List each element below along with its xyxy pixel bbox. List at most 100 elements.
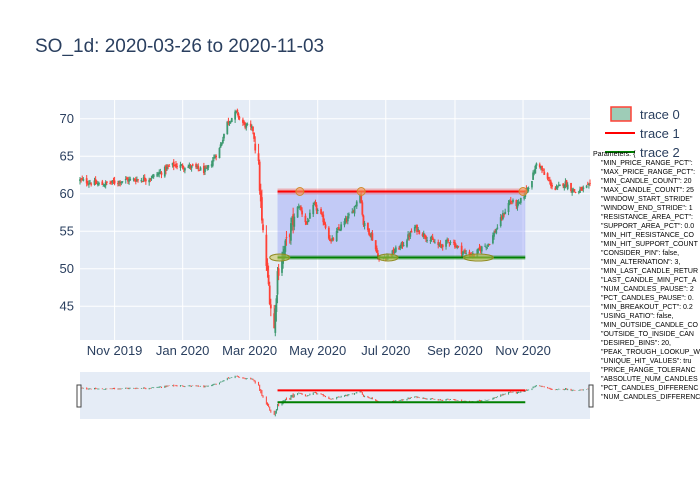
- candle-body: [276, 271, 279, 295]
- candle-body: [94, 179, 97, 184]
- candle-body: [534, 165, 537, 174]
- candle-body: [101, 181, 104, 186]
- candle-body: [439, 243, 442, 245]
- parameter-line: "WINDOW_END_STRIDE": 1: [601, 205, 693, 212]
- candle-body: [254, 143, 257, 151]
- candle-body: [554, 187, 557, 191]
- candle-body: [516, 201, 519, 208]
- candle-body: [214, 156, 216, 159]
- candle-body: [250, 126, 253, 129]
- candle-body: [267, 274, 270, 285]
- candle-body: [368, 228, 370, 235]
- candle-body: [400, 242, 403, 246]
- candle-body: [493, 232, 495, 237]
- plot-area[interactable]: [80, 100, 590, 340]
- candle-body: [79, 179, 81, 181]
- candle-body: [391, 250, 394, 257]
- candle-body: [314, 202, 317, 205]
- candle-body: [165, 165, 167, 171]
- candle-body: [265, 234, 268, 266]
- candle-body: [158, 172, 161, 175]
- candle-body: [105, 181, 108, 183]
- candle-body: [418, 230, 421, 234]
- candle-body: [401, 242, 404, 247]
- candle-body: [268, 285, 271, 305]
- candle-body: [589, 182, 591, 184]
- candle-body: [144, 179, 147, 182]
- candle-body: [120, 182, 123, 183]
- parameter-line: "CONSIDER_PIN": false,: [601, 250, 679, 257]
- candle-body: [172, 161, 175, 167]
- candle-body: [133, 179, 136, 181]
- range-slider-left-handle[interactable]: [76, 384, 82, 408]
- y-tick-label: 45: [60, 298, 74, 313]
- candle-body: [556, 186, 559, 189]
- candle-body: [507, 202, 510, 212]
- candle-body: [171, 162, 174, 166]
- candle-body: [137, 179, 139, 181]
- resistance-hit-marker: [518, 187, 528, 196]
- candle-body: [461, 252, 464, 256]
- candle-body: [206, 167, 209, 169]
- candle-body: [312, 204, 315, 215]
- candle-body: [307, 220, 310, 222]
- candle-body: [142, 177, 145, 181]
- candle-body: [430, 237, 433, 239]
- legend-item-trace-2[interactable]: trace 2: [605, 145, 680, 160]
- y-tick-label: 50: [60, 261, 74, 276]
- resistance-hit-marker: [356, 187, 366, 196]
- x-tick-label: Sep 2020: [427, 343, 483, 358]
- candle-body: [215, 155, 218, 158]
- candle-body: [526, 187, 529, 193]
- candle-body: [104, 182, 107, 186]
- candle-body: [468, 251, 471, 256]
- candle-body: [362, 215, 365, 225]
- candle-body: [518, 201, 521, 204]
- candle-body: [93, 180, 96, 185]
- candle-body: [355, 201, 358, 207]
- candle-body: [399, 245, 402, 249]
- candle-body: [245, 124, 248, 128]
- legend-item-trace-0[interactable]: trace 0: [610, 106, 680, 122]
- candle-body: [563, 184, 566, 188]
- x-tick-label: Nov 2020: [495, 343, 551, 358]
- candle-body: [587, 183, 590, 186]
- y-tick-label: 60: [60, 186, 74, 201]
- candle-body: [211, 160, 214, 166]
- candle-body: [168, 166, 171, 167]
- support-hit-marker: [269, 253, 291, 262]
- candle-body: [456, 245, 459, 248]
- candle-body: [492, 235, 494, 244]
- candle-body: [121, 181, 124, 183]
- candle-body: [515, 200, 518, 207]
- candle-body: [195, 164, 197, 168]
- candle-body: [546, 173, 549, 179]
- range-slider-bg[interactable]: [80, 372, 590, 419]
- candle-body: [425, 236, 427, 239]
- candle-body: [509, 200, 512, 203]
- candle-body: [327, 227, 330, 239]
- candle-body: [118, 180, 120, 183]
- support-hit-marker: [377, 253, 399, 262]
- candle-body: [551, 184, 553, 187]
- candle-body: [565, 180, 568, 188]
- candle-body: [392, 248, 395, 254]
- candle-body: [581, 186, 584, 191]
- candle-body: [179, 164, 182, 168]
- range-slider-right-handle[interactable]: [588, 384, 594, 408]
- candle-body: [293, 216, 296, 227]
- candle-body: [252, 126, 254, 132]
- candle-body: [166, 166, 168, 170]
- candle-body: [111, 180, 114, 183]
- candle-body: [230, 118, 233, 123]
- candle-body: [375, 248, 378, 253]
- parameter-line: "MIN_PRICE_RANGE_PCT":: [601, 160, 693, 167]
- legend-item-trace-1[interactable]: trace 1: [605, 126, 680, 141]
- candle-body: [413, 226, 416, 232]
- candle-body: [219, 144, 222, 148]
- candle-body: [301, 210, 303, 215]
- candle-body: [98, 183, 100, 185]
- candle-body: [187, 166, 190, 168]
- candle-body: [132, 178, 135, 180]
- x-tick-label: Nov 2019: [87, 343, 143, 358]
